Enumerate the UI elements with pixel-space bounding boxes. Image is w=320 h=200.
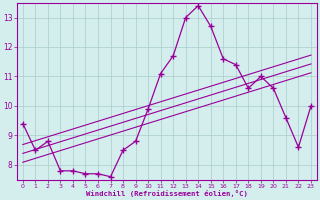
X-axis label: Windchill (Refroidissement éolien,°C): Windchill (Refroidissement éolien,°C): [86, 190, 248, 197]
